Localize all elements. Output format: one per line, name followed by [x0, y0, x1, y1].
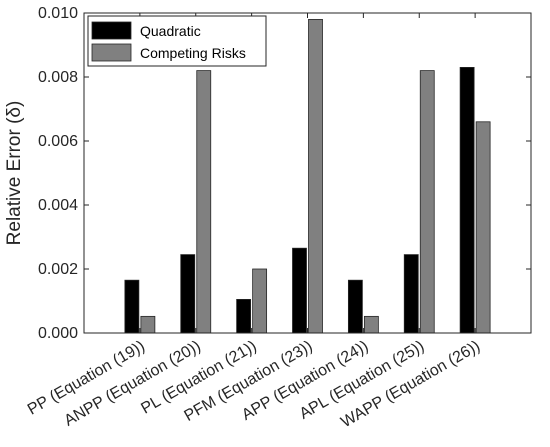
legend-swatch-competing-risks	[91, 43, 132, 62]
bar-quadratic	[347, 279, 363, 334]
bar-quadratic	[403, 254, 419, 334]
bar-competing-risks	[196, 70, 212, 334]
y-tick-label: 0.008	[38, 69, 78, 86]
bar-competing-risks	[308, 18, 323, 334]
y-tick-label: 0.004	[38, 197, 78, 214]
bar-quadratic	[292, 247, 307, 334]
y-axis: 0.000 0.002 0.004 0.006 0.008 0.010	[38, 5, 531, 342]
y-tick-label: 0.010	[38, 5, 78, 22]
bar-competing-risks	[363, 315, 379, 334]
bar-competing-risks	[252, 268, 268, 334]
bar-quadratic	[459, 67, 475, 334]
y-tick-label: 0.006	[38, 133, 78, 150]
legend-label-quadratic: Quadratic	[140, 23, 201, 39]
bar-quadratic	[124, 279, 140, 334]
y-axis-label: Relative Error (δ)	[4, 101, 25, 246]
bar-competing-risks	[140, 315, 156, 334]
bar-quadratic	[236, 298, 252, 334]
bar-quadratic	[180, 254, 196, 334]
x-axis: PP (Equation (19))ANPP (Equation (20))PL…	[25, 13, 483, 431]
y-tick-label: 0.002	[38, 261, 78, 278]
bar-competing-risks	[419, 70, 435, 334]
legend: Quadratic Competing Risks	[87, 15, 267, 67]
bar-competing-risks	[475, 121, 491, 334]
legend-swatch-quadratic	[91, 21, 132, 40]
legend-label-competing-risks: Competing Risks	[140, 45, 246, 61]
y-tick-label: 0.000	[38, 325, 78, 342]
